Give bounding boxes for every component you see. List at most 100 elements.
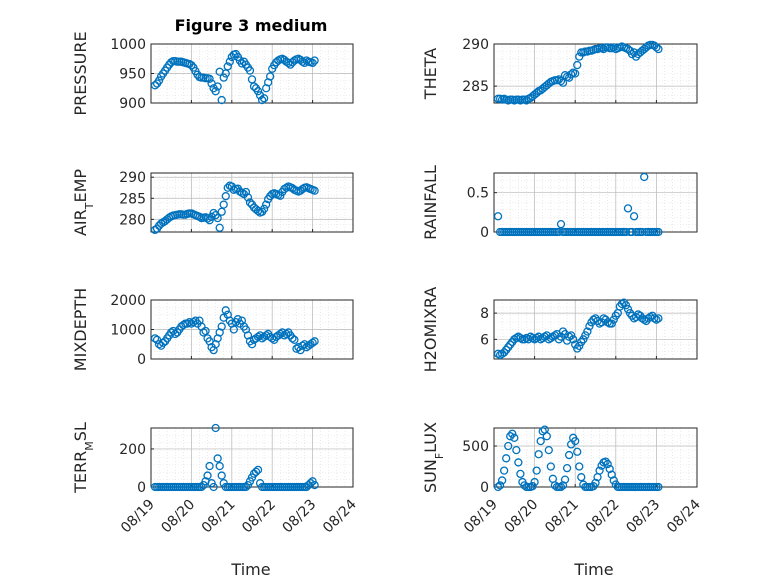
data-point — [512, 445, 521, 455]
data-point — [506, 432, 515, 441]
data-point — [654, 44, 663, 54]
data-point — [249, 82, 259, 91]
data-point — [209, 482, 218, 492]
data-point — [205, 74, 214, 83]
data-point — [544, 335, 553, 344]
axes-frame — [150, 43, 354, 104]
data-point — [276, 329, 285, 339]
data-point — [257, 95, 267, 105]
data-point — [201, 326, 210, 336]
data-point — [497, 476, 507, 485]
data-point — [544, 445, 553, 455]
y-tick-label: 0.5 — [467, 186, 489, 202]
data-point — [575, 341, 584, 351]
x-axis-label-left: Time — [230, 560, 270, 579]
subplot-7: 0 200 TERRMSL 08/19 08/20 08/21 08/22 08/23 08/2… — [71, 422, 360, 536]
data-point — [607, 470, 616, 479]
data-point — [211, 423, 220, 433]
x-tick-label: 08/23 — [280, 497, 320, 537]
data-point — [595, 319, 604, 328]
data-point — [245, 198, 255, 207]
data-point — [493, 349, 503, 358]
data-point — [185, 317, 194, 327]
x-tick-label: 08/22 — [583, 497, 623, 537]
y-tick-label: 0 — [480, 480, 489, 496]
data-point — [617, 299, 627, 309]
x-tick-label: 08/22 — [239, 497, 279, 537]
data-point — [213, 82, 222, 91]
data-point — [308, 338, 317, 347]
y-axis-label-text: LUX — [421, 422, 440, 453]
y-axis-label-text: THETA — [421, 48, 440, 100]
y-axis-label-text: TERR — [71, 451, 90, 494]
data-point — [310, 337, 319, 346]
data-point — [253, 87, 263, 96]
data-point — [544, 79, 553, 88]
data-point — [609, 43, 618, 52]
data-point — [558, 78, 568, 87]
y-tick-label: 285 — [119, 191, 146, 207]
data-point — [150, 81, 160, 90]
x-tick-label: 08/23 — [623, 497, 663, 537]
data-point — [564, 450, 574, 460]
data-point — [542, 331, 551, 340]
subplot-8: 0 500 SUNFLUX 08/19 08/20 08/21 08/22 08/23 08/2… — [421, 422, 704, 536]
y-tick-label: 6 — [480, 332, 489, 348]
data-point — [221, 306, 230, 315]
y-tick-label: 290 — [462, 37, 489, 53]
data-point — [621, 227, 631, 237]
data-point — [577, 473, 586, 482]
data-point — [591, 478, 600, 488]
data-point — [571, 436, 580, 446]
data-point — [247, 340, 257, 349]
data-point — [219, 200, 228, 209]
data-point — [583, 327, 592, 336]
y-axis-label-text: AIR — [71, 209, 90, 236]
data-point — [560, 71, 570, 80]
y-tick-label: 8 — [480, 306, 489, 322]
data-point — [581, 331, 590, 340]
y-axis-label: SUNFLUX — [421, 422, 446, 493]
data-point — [652, 315, 661, 324]
data-point — [569, 335, 578, 344]
data-point — [516, 333, 525, 343]
x-tick-label: 08/20 — [502, 497, 542, 537]
subplot-grid: 900 950 1000 PRESSURE 285 290 THETA 280 285 290 AI… — [71, 31, 704, 536]
data-point — [538, 427, 547, 436]
data-point — [499, 466, 509, 475]
data-point — [575, 52, 584, 61]
data-point — [607, 319, 616, 328]
data-point — [221, 192, 230, 201]
data-point — [605, 464, 614, 474]
data-point — [623, 305, 633, 314]
data-point — [540, 332, 549, 341]
data-point — [504, 441, 513, 451]
data-point — [654, 227, 663, 237]
data-point — [534, 450, 543, 459]
data-point — [310, 56, 319, 65]
y-axis-label: H2OMIXRA — [421, 287, 440, 373]
axes-frame — [150, 172, 354, 233]
data-point — [150, 334, 160, 343]
data-point — [532, 466, 541, 475]
data-point — [654, 314, 663, 323]
y-axis-label-subscript: M — [83, 441, 96, 451]
data-point — [247, 75, 257, 84]
subplot-3: 280 285 290 AIRTEMP — [71, 169, 354, 236]
data-point — [629, 212, 639, 221]
data-point — [556, 332, 566, 341]
data-point — [599, 44, 608, 54]
y-tick-label: 950 — [119, 67, 146, 83]
data-point — [575, 462, 584, 471]
data-point — [514, 458, 523, 467]
data-point — [623, 44, 633, 54]
data-point — [199, 328, 208, 337]
data-point — [213, 213, 222, 223]
data-point — [554, 227, 564, 237]
data-point — [571, 69, 580, 78]
x-tick-label: 08/19 — [118, 497, 158, 537]
data-point — [522, 333, 531, 343]
y-axis-label-text: RAINFALL — [421, 165, 440, 240]
data-point — [197, 482, 206, 492]
